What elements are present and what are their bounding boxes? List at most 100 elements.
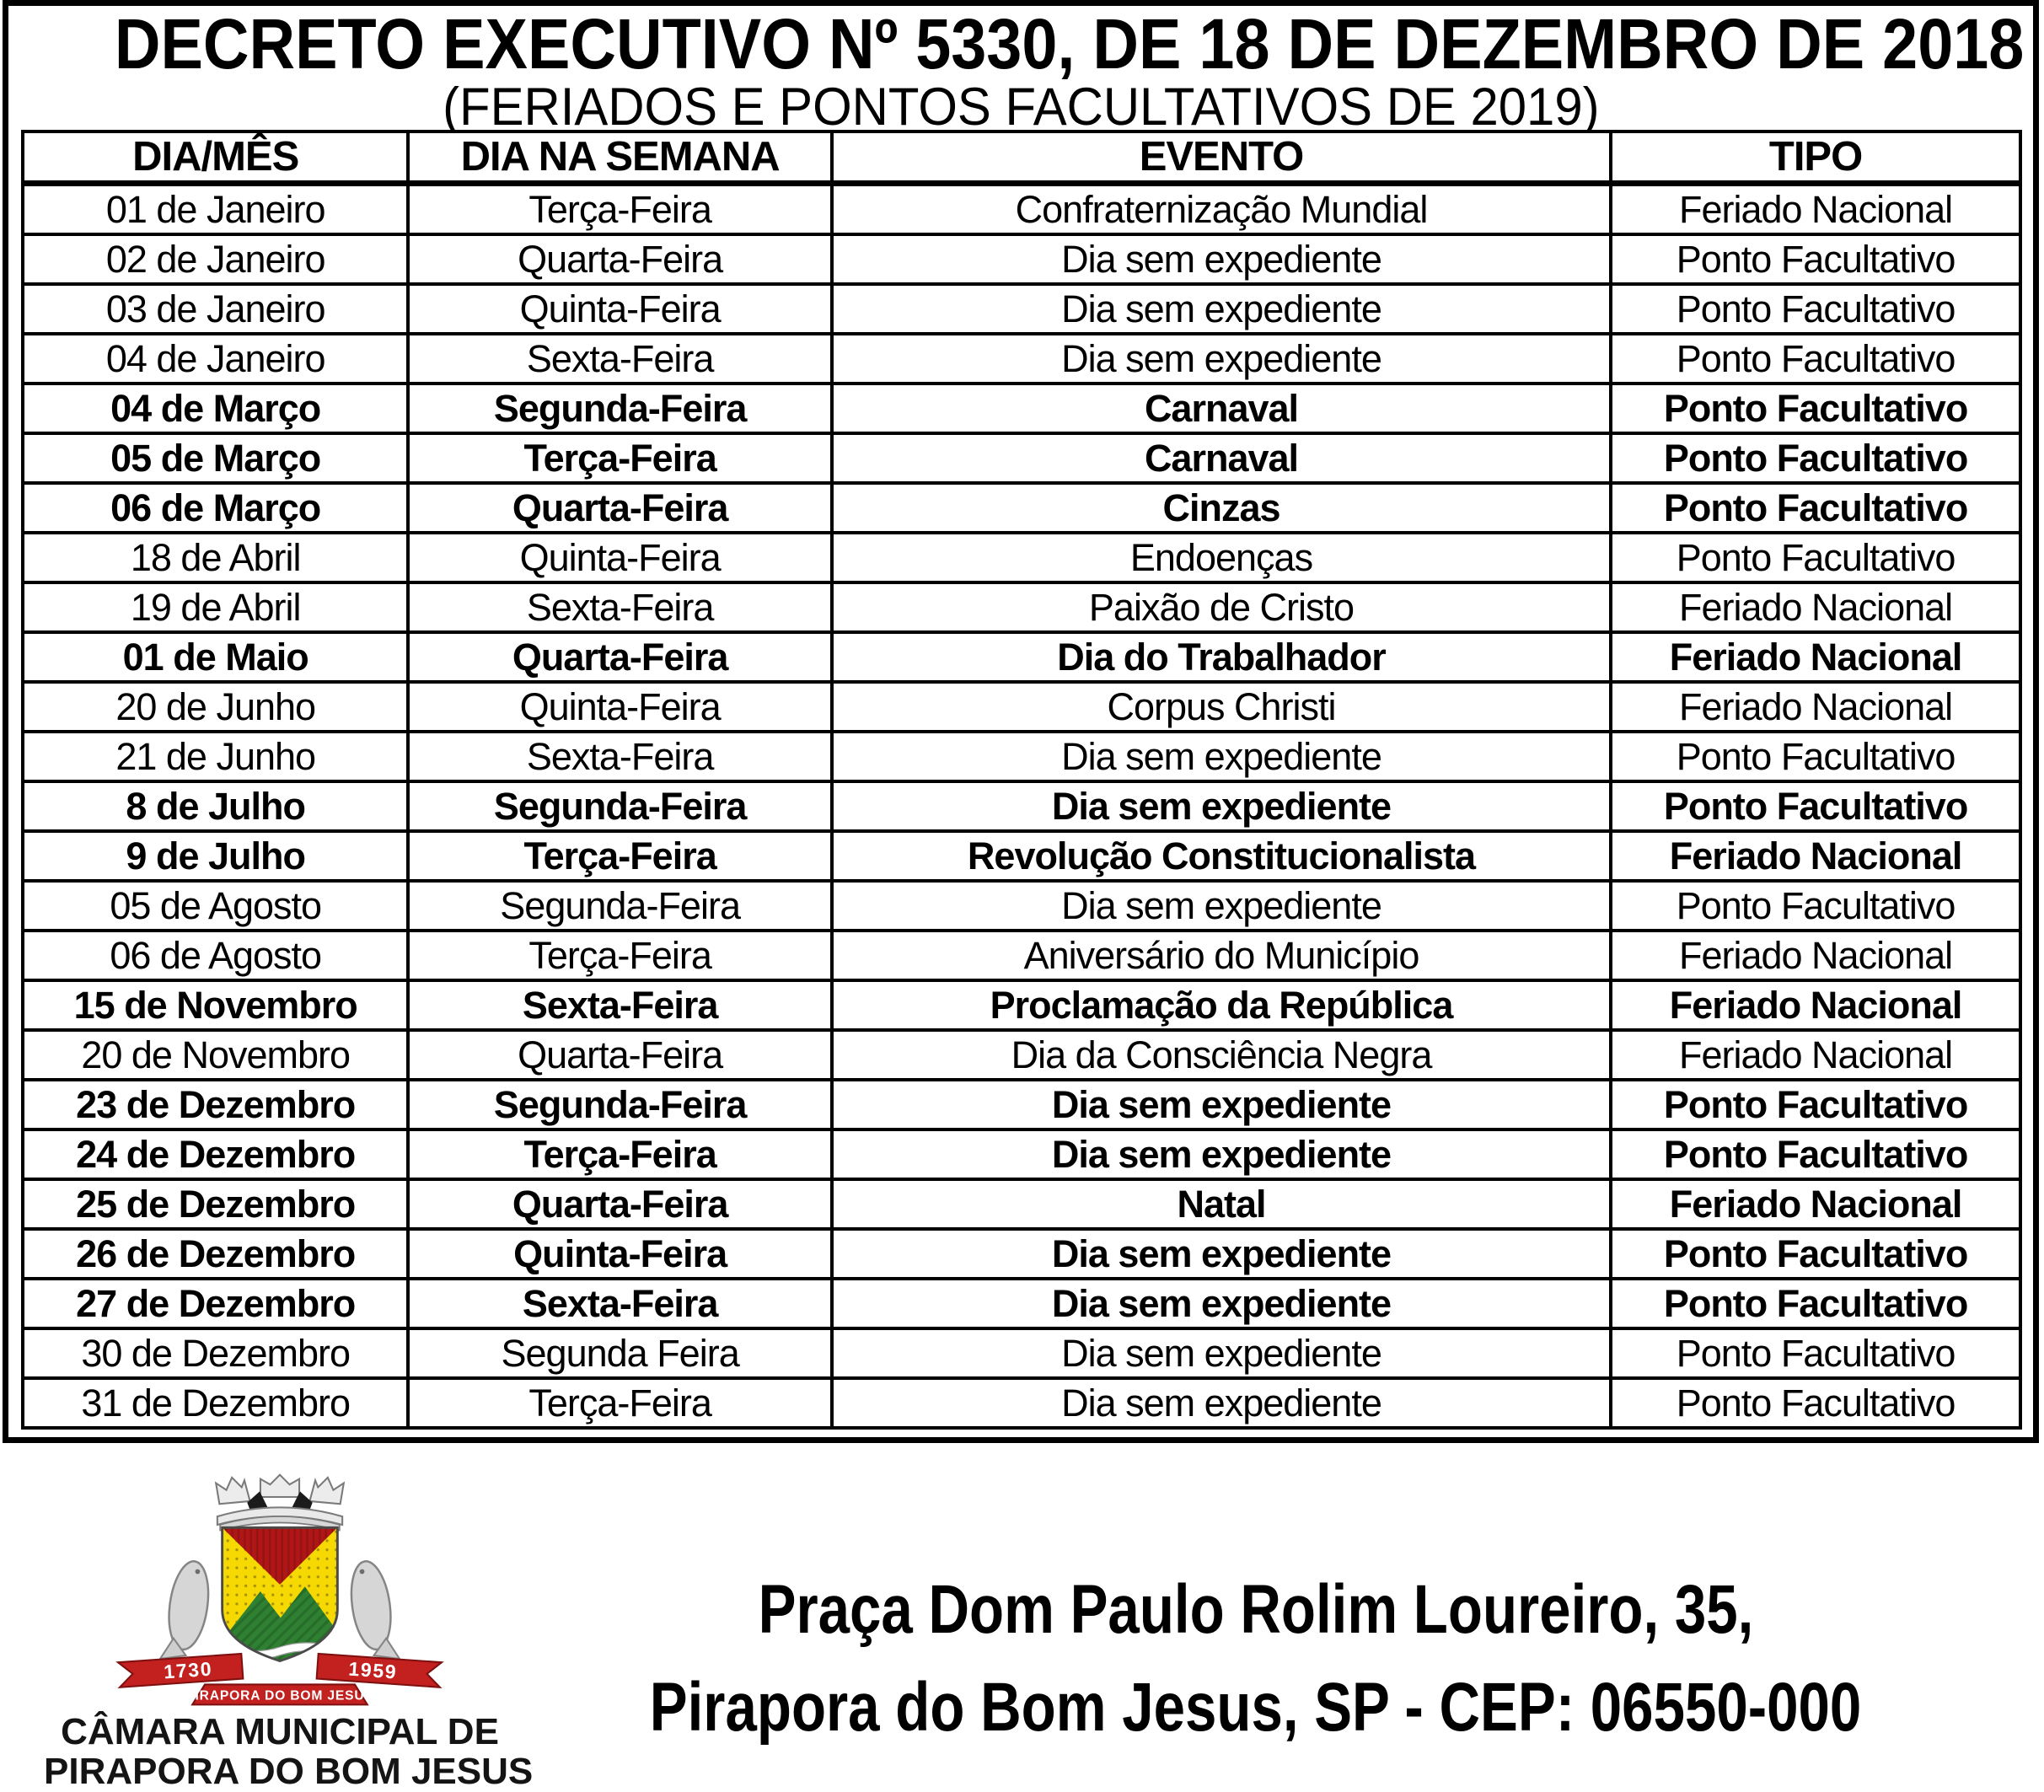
crest-year-left: 1730 (163, 1657, 213, 1682)
cell-dia-na-semana: Sexta-Feira (406, 332, 834, 385)
cell-tipo: Ponto Facultativo (1609, 879, 2022, 932)
crest-banner: PIRAPORA DO BOM JESUS (185, 1683, 374, 1706)
cell-tipo: Feriado Nacional (1609, 630, 2022, 684)
cell-evento: Proclamação da República (829, 979, 1613, 1032)
table-row: 01 de Janeiro Terça-Feira Confraternizaç… (20, 181, 2022, 236)
cell-tipo: Ponto Facultativo (1609, 382, 2022, 435)
cell-dia-na-semana: Quarta-Feira (406, 630, 834, 684)
cell-dia-na-semana: Quarta-Feira (406, 1028, 834, 1081)
table-row: 04 de Janeiro Sexta-Feira Dia sem expedi… (20, 332, 2022, 385)
address-line1: Praça Dom Paulo Rolim Loureiro, 35, (758, 1571, 1754, 1648)
cell-dia-mes: 30 de Dezembro (20, 1327, 410, 1380)
org-name-line1: CÂMARA MUNICIPAL DE (61, 1711, 499, 1752)
crest-year-right: 1959 (348, 1658, 399, 1683)
cell-evento: Cinzas (829, 481, 1613, 534)
table-row: 19 de Abril Sexta-Feira Paixão de Cristo… (20, 581, 2022, 634)
cell-dia-mes: 03 de Janeiro (20, 282, 410, 335)
cell-evento: Paixão de Cristo (829, 581, 1613, 634)
cell-tipo: Ponto Facultativo (1609, 780, 2022, 833)
table-row: 21 de Junho Sexta-Feira Dia sem expedien… (20, 730, 2022, 783)
cell-tipo: Ponto Facultativo (1609, 481, 2022, 534)
page-title-text: DECRETO EXECUTIVO Nº 5330, DE 18 DE DEZE… (114, 4, 2025, 83)
table-row: 20 de Novembro Quarta-Feira Dia da Consc… (20, 1028, 2022, 1081)
table-row: 25 de Dezembro Quarta-Feira Natal Feriad… (20, 1178, 2022, 1231)
cell-tipo: Ponto Facultativo (1609, 1078, 2022, 1131)
municipal-crest: 1730 1959 PIRAPORA DO BOM JESUS (115, 1473, 444, 1706)
cell-dia-mes: 25 de Dezembro (20, 1178, 410, 1231)
cell-tipo: Feriado Nacional (1609, 829, 2022, 883)
cell-dia-mes: 04 de Março (20, 382, 410, 435)
column-header-tipo: TIPO (1609, 130, 2022, 186)
crest-block: 1730 1959 PIRAPORA DO BOM JESUS CÂMARA M… (44, 1473, 533, 1791)
cell-dia-na-semana: Terça-Feira (406, 181, 834, 236)
cell-dia-na-semana: Segunda Feira (406, 1327, 834, 1380)
table-row: 23 de Dezembro Segunda-Feira Dia sem exp… (20, 1078, 2022, 1131)
cell-dia-na-semana: Terça-Feira (406, 829, 834, 883)
cell-dia-na-semana: Terça-Feira (406, 1128, 834, 1181)
cell-dia-na-semana: Segunda-Feira (406, 780, 834, 833)
table-row: 30 de Dezembro Segunda Feira Dia sem exp… (20, 1327, 2022, 1380)
cell-evento: Aniversário do Município (829, 929, 1613, 982)
table-row: 01 de Maio Quarta-Feira Dia do Trabalhad… (20, 630, 2022, 684)
table-row: 18 de Abril Quinta-Feira Endoenças Ponto… (20, 531, 2022, 584)
cell-tipo: Feriado Nacional (1609, 181, 2022, 236)
cell-tipo: Ponto Facultativo (1609, 531, 2022, 584)
fish-right-icon (350, 1560, 402, 1661)
cell-dia-na-semana: Sexta-Feira (406, 1277, 834, 1330)
cell-tipo: Ponto Facultativo (1609, 1128, 2022, 1181)
cell-tipo: Feriado Nacional (1609, 979, 2022, 1032)
table-row: 27 de Dezembro Sexta-Feira Dia sem exped… (20, 1277, 2022, 1330)
cell-dia-na-semana: Quarta-Feira (406, 481, 834, 534)
cell-tipo: Feriado Nacional (1609, 929, 2022, 982)
cell-evento: Dia do Trabalhador (829, 630, 1613, 684)
cell-tipo: Feriado Nacional (1609, 680, 2022, 733)
page-subtitle-text: (FERIADOS E PONTOS FACULTATIVOS DE 2019) (442, 78, 1600, 137)
cell-dia-mes: 02 de Janeiro (20, 233, 410, 286)
cell-evento: Dia sem expediente (829, 1277, 1613, 1330)
cell-evento: Dia sem expediente (829, 1227, 1613, 1280)
page-subtitle: (FERIADOS E PONTOS FACULTATIVOS DE 2019) (8, 81, 2033, 134)
crest-banner-text: PIRAPORA DO BOM JESUS (185, 1689, 374, 1703)
cell-dia-mes: 01 de Janeiro (20, 181, 410, 236)
ribbon-left: 1730 (115, 1652, 244, 1688)
org-name: CÂMARA MUNICIPAL DE PIRAPORA DO BOM JESU… (44, 1711, 533, 1791)
cell-dia-mes: 05 de Agosto (20, 879, 410, 932)
cell-dia-na-semana: Terça-Feira (406, 432, 834, 485)
cell-evento: Natal (829, 1178, 1613, 1231)
table-header-row: DIA/MÊS DIA NA SEMANA EVENTO TIPO (20, 130, 2022, 186)
table-row: 06 de Agosto Terça-Feira Aniversário do … (20, 929, 2022, 982)
cell-tipo: Ponto Facultativo (1609, 730, 2022, 783)
cell-evento: Revolução Constitucionalista (829, 829, 1613, 883)
address-block: Praça Dom Paulo Rolim Loureiro, 35, Pira… (468, 1561, 2044, 1757)
cell-evento: Dia sem expediente (829, 730, 1613, 783)
cell-dia-mes: 31 de Dezembro (20, 1376, 410, 1430)
cell-evento: Endoenças (829, 531, 1613, 584)
cell-evento: Dia sem expediente (829, 332, 1613, 385)
cell-tipo: Ponto Facultativo (1609, 1327, 2022, 1380)
page-title: DECRETO EXECUTIVO Nº 5330, DE 18 DE DEZE… (8, 4, 2033, 83)
table-row: 02 de Janeiro Quarta-Feira Dia sem exped… (20, 233, 2022, 286)
cell-dia-na-semana: Segunda-Feira (406, 1078, 834, 1131)
cell-dia-mes: 19 de Abril (20, 581, 410, 634)
cell-dia-mes: 21 de Junho (20, 730, 410, 783)
table-row: 04 de Março Segunda-Feira Carnaval Ponto… (20, 382, 2022, 435)
table-row: 05 de Agosto Segunda-Feira Dia sem exped… (20, 879, 2022, 932)
cell-dia-mes: 26 de Dezembro (20, 1227, 410, 1280)
cell-dia-na-semana: Segunda-Feira (406, 382, 834, 435)
cell-tipo: Feriado Nacional (1609, 1028, 2022, 1081)
cell-dia-mes: 23 de Dezembro (20, 1078, 410, 1131)
cell-tipo: Ponto Facultativo (1609, 432, 2022, 485)
cell-dia-mes: 20 de Junho (20, 680, 410, 733)
cell-dia-mes: 06 de Agosto (20, 929, 410, 982)
crown-icon (214, 1473, 346, 1532)
table-row: 26 de Dezembro Quinta-Feira Dia sem expe… (20, 1227, 2022, 1280)
cell-tipo: Ponto Facultativo (1609, 1277, 2022, 1330)
cell-dia-mes: 27 de Dezembro (20, 1277, 410, 1330)
table-row: 05 de Março Terça-Feira Carnaval Ponto F… (20, 432, 2022, 485)
cell-dia-na-semana: Quinta-Feira (406, 1227, 834, 1280)
column-header-evento: EVENTO (829, 130, 1613, 186)
table-row: 8 de Julho Segunda-Feira Dia sem expedie… (20, 780, 2022, 833)
cell-evento: Carnaval (829, 432, 1613, 485)
cell-evento: Dia sem expediente (829, 233, 1613, 286)
cell-tipo: Ponto Facultativo (1609, 282, 2022, 335)
